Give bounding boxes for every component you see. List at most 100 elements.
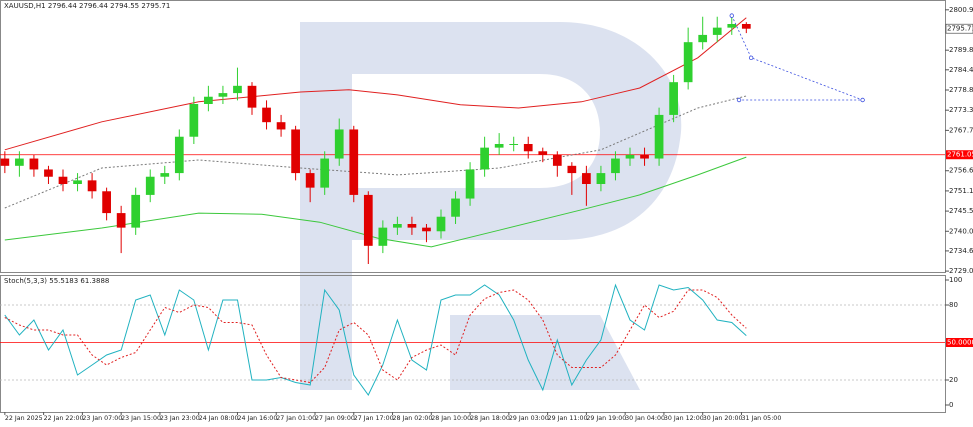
x-tick-label: 29 Jan 03:00 xyxy=(509,415,549,422)
y-tick-label: 2745.55 xyxy=(949,207,973,215)
candle-body xyxy=(334,129,344,159)
stoch-line xyxy=(4,289,747,384)
x-tick-label: 27 Jan 09:00 xyxy=(315,415,355,422)
candle-body xyxy=(73,180,82,184)
x-tick-label: 27 Jan 01:00 xyxy=(276,415,316,422)
y-tick-label: 2800.90 xyxy=(949,6,973,14)
candle-body xyxy=(174,136,184,174)
x-tick-label: 29 Jan 11:00 xyxy=(548,415,588,422)
y-tick-label: 2784.40 xyxy=(949,66,973,74)
candle-body xyxy=(727,24,737,28)
candle-body xyxy=(698,34,708,43)
moving-average xyxy=(4,17,747,151)
candle-body xyxy=(611,158,620,174)
candle-body xyxy=(160,173,170,177)
level-label-box xyxy=(946,338,973,347)
candle-body xyxy=(552,154,562,166)
stoch-panel xyxy=(0,275,946,413)
moving-average xyxy=(4,95,747,209)
candle-body xyxy=(262,107,271,123)
x-tick-label: 24 Jan 08:00 xyxy=(199,415,239,422)
forecast-point xyxy=(748,55,754,61)
candle-body xyxy=(189,104,199,137)
x-tick-label: 30 Jan 04:00 xyxy=(625,415,665,422)
candle-body xyxy=(582,173,591,184)
x-tick-label: 28 Jan 10:00 xyxy=(431,415,471,422)
candle-body xyxy=(145,176,155,195)
candle-body xyxy=(596,173,606,184)
candle-body xyxy=(233,85,242,94)
candle-body xyxy=(741,24,751,29)
stoch-title: Stoch(5,3,3) 55.5183 61.3888 xyxy=(4,277,109,285)
candle-body xyxy=(44,169,53,177)
x-tick-label: 22 Jan 2025 xyxy=(5,415,43,422)
x-tick-label: 28 Jan 02:00 xyxy=(393,415,433,422)
candle-body xyxy=(102,191,111,214)
candle-body xyxy=(494,144,504,148)
candle-body xyxy=(654,114,664,159)
x-tick-label: 22 Jan 22:00 xyxy=(44,415,84,422)
forecast-point xyxy=(736,97,742,103)
candle-body xyxy=(480,147,489,170)
x-tick-label: 31 Jan 05:00 xyxy=(741,415,781,422)
y-tick-label: 2734.60 xyxy=(949,247,973,255)
candle-body xyxy=(378,227,388,246)
x-tick-label: 23 Jan 23:00 xyxy=(160,415,200,422)
candle-body xyxy=(407,224,417,228)
candle-body xyxy=(0,158,10,166)
moving-average xyxy=(4,156,747,248)
level-label-box xyxy=(946,150,973,160)
y-tick-label: 20 xyxy=(949,376,958,384)
stoch-line xyxy=(4,283,747,396)
x-tick-label: 30 Jan 20:00 xyxy=(703,415,743,422)
chart-title: XAUUSD,H1 2796.44 2796.44 2794.55 2795.7… xyxy=(4,2,170,10)
candle-body xyxy=(320,158,330,188)
candle-body xyxy=(640,154,649,159)
candle-body xyxy=(291,129,300,174)
candle-body xyxy=(712,27,722,35)
candle-body xyxy=(15,158,24,166)
current-price-label: 2795.71 xyxy=(947,25,973,33)
x-tick-label: 27 Jan 17:00 xyxy=(354,415,394,422)
x-tick-label: 23 Jan 07:00 xyxy=(82,415,122,422)
candle-body xyxy=(131,194,141,228)
y-tick-label: 2740.00 xyxy=(949,227,973,235)
current-price-box xyxy=(945,23,973,34)
x-tick-label: 29 Jan 19:00 xyxy=(586,415,626,422)
candle-body xyxy=(247,85,257,108)
y-tick-label: 100 xyxy=(949,276,962,284)
y-tick-label: 0 xyxy=(949,401,953,409)
candle-body xyxy=(29,158,39,170)
candle-body xyxy=(204,96,213,104)
candle-body xyxy=(625,154,635,159)
y-tick-label: 2767.75 xyxy=(949,126,973,134)
candle-body xyxy=(363,194,373,246)
watermark xyxy=(300,22,682,390)
y-tick-label: 2729.05 xyxy=(949,267,973,275)
candle-body xyxy=(683,42,693,83)
candle-body xyxy=(276,122,286,130)
candle-body xyxy=(669,82,678,115)
x-tick-label: 24 Jan 16:00 xyxy=(237,415,277,422)
candle-body xyxy=(393,224,402,228)
candle-body xyxy=(422,227,431,232)
candle-body xyxy=(58,176,68,184)
candle-body xyxy=(465,169,475,199)
candle-body xyxy=(567,165,577,174)
y-tick-label: 2773.30 xyxy=(949,106,973,114)
x-tick-label: 28 Jan 18:00 xyxy=(470,415,510,422)
candle-body xyxy=(509,144,519,145)
y-tick-label: 2751.10 xyxy=(949,187,973,195)
candle-body xyxy=(436,216,446,232)
x-tick-label: 23 Jan 15:00 xyxy=(121,415,161,422)
y-tick-label: 2778.85 xyxy=(949,86,973,94)
candle-body xyxy=(523,144,533,152)
forecast-point xyxy=(729,13,734,18)
candle-body xyxy=(305,173,315,188)
level-label: 50.0000 xyxy=(947,339,973,347)
candle-body xyxy=(349,129,359,195)
x-tick-label: 30 Jan 12:00 xyxy=(664,415,704,422)
y-tick-label: 2789.80 xyxy=(949,46,973,54)
candle-body xyxy=(538,151,548,155)
